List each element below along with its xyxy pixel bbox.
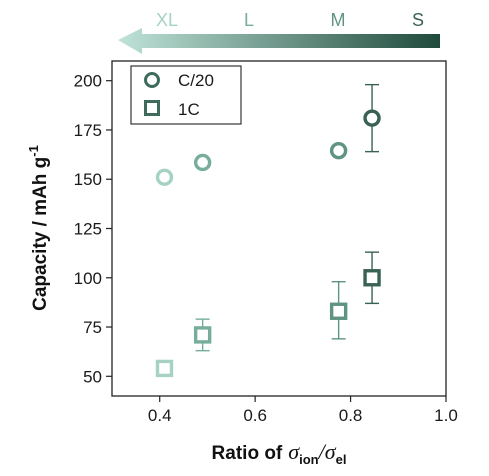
x-tick-label: 0.8 [339,406,363,425]
x-axis-slash: / [317,439,327,464]
data-markers [155,109,381,378]
data-point-square [329,302,348,320]
size-label-l: L [244,10,254,30]
data-point-square [363,269,381,287]
data-point-circle [363,109,381,127]
legend: C/20 1C [130,65,242,125]
x-axis-ticks: 0.4 0.6 0.8 1.0 [148,396,458,425]
y-axis-title-superscript: -1 [26,145,41,157]
particle-size-arrow: XL L M S [118,10,440,54]
data-point-circle [155,168,174,186]
x-tick-label: 1.0 [434,406,458,425]
data-point-square [193,326,212,344]
y-tick-label: 100 [74,269,102,288]
y-tick-label: 75 [83,318,102,337]
y-tick-label: 125 [74,220,102,239]
size-label-m: M [331,10,346,30]
data-point-circle [193,153,212,172]
x-axis-sigma-ion: σ [288,439,300,464]
y-tick-label: 175 [74,121,102,140]
y-tick-label: 50 [83,367,102,386]
y-axis-title-main: Capacity / mAh g [30,157,51,311]
size-label-xl: XL [156,10,178,30]
legend-c20-label: C/20 [178,71,214,90]
x-axis-sigma-el: σ [325,439,337,464]
data-point-circle [329,141,348,160]
y-tick-label: 200 [74,72,102,91]
legend-c20-marker [144,72,160,88]
size-arrow-shape [118,28,440,54]
legend-1c-marker [144,100,160,116]
x-tick-label: 0.4 [148,406,172,425]
size-label-s: S [412,10,424,30]
size-labels: XL L M S [156,10,424,30]
legend-1c-label: 1C [178,100,200,119]
x-axis-sub-el: el [336,452,347,467]
x-axis-sub-ion: ion [299,452,319,467]
x-axis-title: Ratio of σion/σel [212,439,347,467]
x-axis-title-prefix: Ratio of [212,443,283,464]
error-bars [195,83,380,352]
data-point-square [155,359,174,378]
y-axis-title: Capacity / mAh g-1 [26,145,51,311]
y-tick-label: 150 [74,170,102,189]
y-axis-ticks: 50 75 100 125 150 175 200 [74,72,112,386]
x-tick-label: 0.6 [243,406,267,425]
